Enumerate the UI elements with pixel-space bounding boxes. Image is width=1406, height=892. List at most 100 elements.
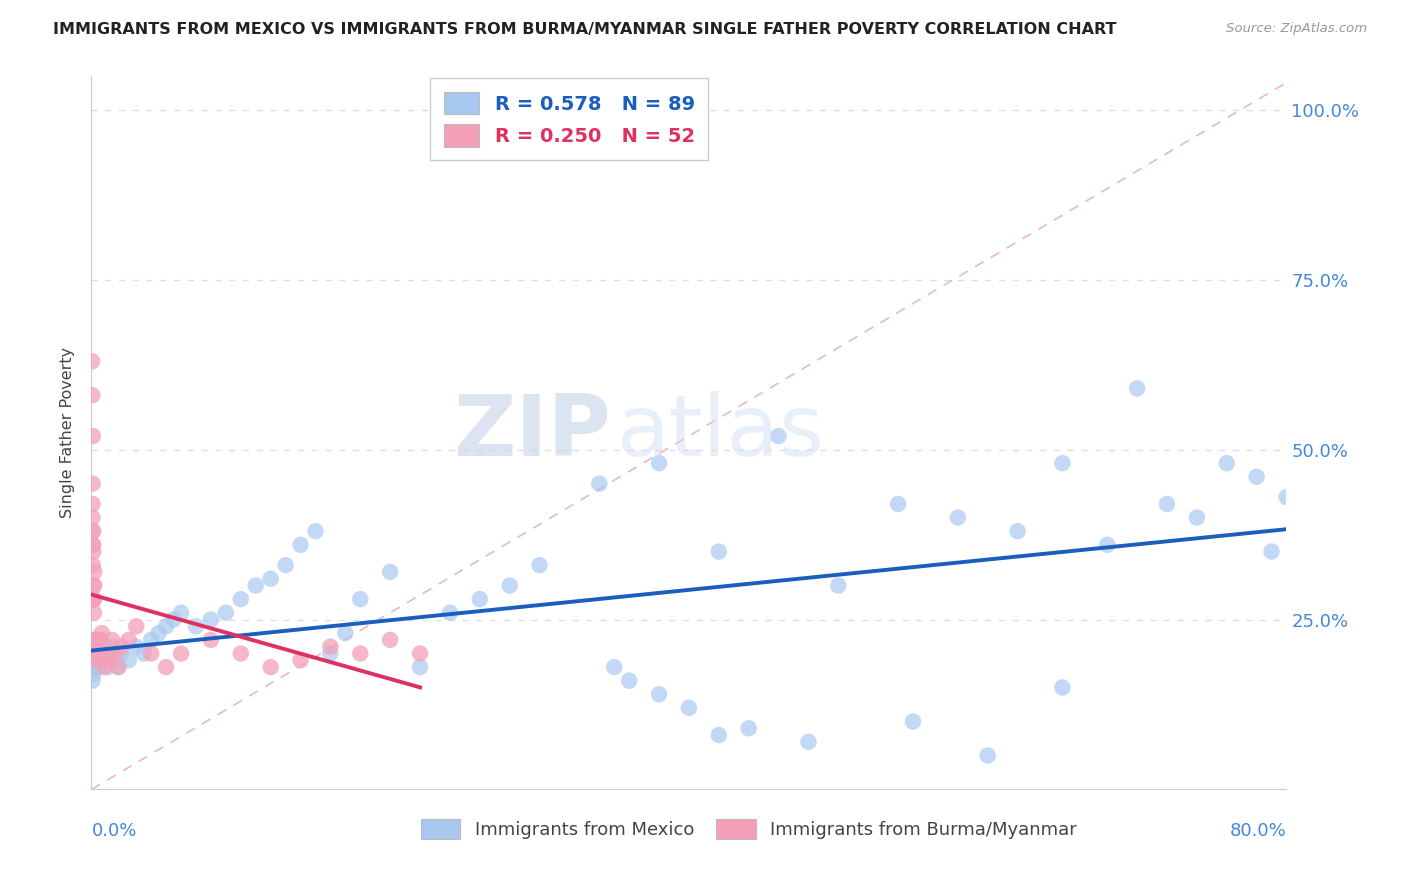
Point <box>98 647 121 661</box>
Point <box>349 592 371 607</box>
Point <box>107 660 129 674</box>
Point <box>409 660 432 674</box>
Point <box>619 673 641 688</box>
Point <box>1185 510 1208 524</box>
Point <box>104 653 127 667</box>
Point <box>499 578 522 592</box>
Point <box>290 653 312 667</box>
Point <box>82 592 104 607</box>
Point <box>82 673 104 688</box>
Point <box>104 647 127 661</box>
Point <box>84 647 107 661</box>
Point <box>887 497 910 511</box>
Point <box>87 647 110 661</box>
Point <box>229 647 252 661</box>
Point <box>737 721 759 735</box>
Point <box>82 429 104 443</box>
Point <box>110 647 132 661</box>
Point <box>349 647 371 661</box>
Point <box>101 640 124 654</box>
Text: ZIP: ZIP <box>454 391 612 475</box>
Point <box>125 619 148 633</box>
Point <box>82 524 104 538</box>
Point <box>83 647 105 661</box>
Point <box>648 456 671 470</box>
Point <box>125 640 148 654</box>
Point <box>83 592 105 607</box>
Point <box>319 647 342 661</box>
Point <box>141 647 163 661</box>
Point <box>155 619 177 633</box>
Point <box>1260 544 1282 558</box>
Y-axis label: Single Father Poverty: Single Father Poverty <box>60 347 76 518</box>
Point <box>98 647 121 661</box>
Point <box>83 666 105 681</box>
Point <box>83 660 105 674</box>
Point <box>184 619 207 633</box>
Point <box>82 632 104 647</box>
Point <box>83 632 105 647</box>
Point <box>132 647 155 661</box>
Point <box>946 510 969 524</box>
Point <box>107 660 129 674</box>
Point <box>83 647 105 661</box>
Point <box>97 660 120 674</box>
Point <box>1052 456 1074 470</box>
Point <box>259 572 281 586</box>
Point <box>409 647 432 661</box>
Point <box>380 565 402 579</box>
Point <box>94 640 117 654</box>
Point <box>93 647 115 661</box>
Point <box>290 538 312 552</box>
Point <box>82 388 104 402</box>
Point <box>245 578 267 592</box>
Point <box>707 728 730 742</box>
Point <box>588 476 610 491</box>
Point <box>82 538 104 552</box>
Point <box>82 476 104 491</box>
Point <box>215 606 238 620</box>
Point <box>797 735 820 749</box>
Point <box>200 632 222 647</box>
Legend: Immigrants from Mexico, Immigrants from Burma/Myanmar: Immigrants from Mexico, Immigrants from … <box>412 810 1085 848</box>
Point <box>101 632 124 647</box>
Point <box>82 660 104 674</box>
Point <box>87 647 110 661</box>
Text: atlas: atlas <box>617 391 825 475</box>
Point <box>1126 381 1149 395</box>
Point <box>1216 456 1239 470</box>
Point <box>89 640 111 654</box>
Point <box>82 653 104 667</box>
Point <box>304 524 326 538</box>
Point <box>82 354 104 368</box>
Point <box>89 632 111 647</box>
Point <box>84 632 107 647</box>
Point <box>319 640 342 654</box>
Point <box>1052 681 1074 695</box>
Point <box>86 653 108 667</box>
Point <box>82 647 104 661</box>
Point <box>259 660 281 674</box>
Point <box>82 510 104 524</box>
Point <box>86 647 108 661</box>
Text: Source: ZipAtlas.com: Source: ZipAtlas.com <box>1226 22 1367 36</box>
Point <box>110 640 132 654</box>
Point <box>976 748 998 763</box>
Point <box>1007 524 1029 538</box>
Point <box>87 632 110 647</box>
Point <box>118 653 141 667</box>
Point <box>82 653 104 667</box>
Point <box>603 660 626 674</box>
Point <box>96 653 118 667</box>
Point <box>86 640 108 654</box>
Point <box>380 632 402 647</box>
Point <box>335 626 357 640</box>
Point <box>1097 538 1119 552</box>
Point <box>84 647 107 661</box>
Point <box>90 626 112 640</box>
Point <box>83 592 105 607</box>
Point <box>84 653 107 667</box>
Point <box>83 606 105 620</box>
Point <box>162 613 184 627</box>
Point <box>170 606 193 620</box>
